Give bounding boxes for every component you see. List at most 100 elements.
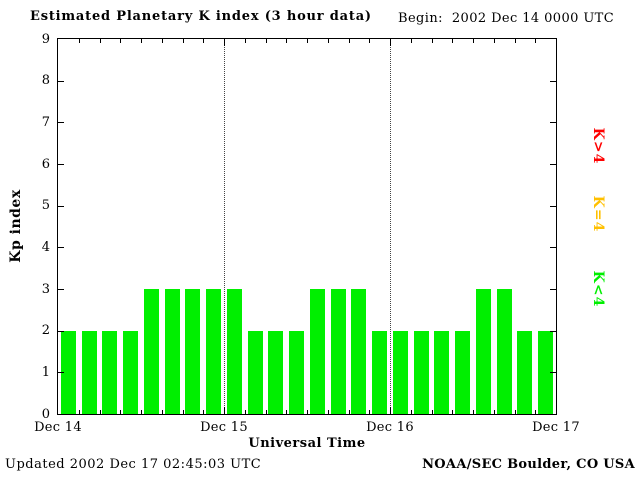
y-axis-tick (550, 205, 556, 207)
kp-bar (289, 330, 305, 414)
x-axis-minor-tick (78, 410, 80, 414)
x-axis-minor-tick (203, 39, 205, 43)
x-axis-major-tick (390, 407, 391, 414)
x-tick-label: Dec 15 (200, 420, 248, 435)
legend-label: K<4 (590, 270, 606, 308)
kp-bar (372, 330, 388, 414)
x-axis-minor-tick (120, 39, 122, 43)
kp-bar (413, 330, 429, 414)
x-axis-minor-tick (327, 39, 329, 43)
x-axis-minor-tick (182, 410, 184, 414)
x-axis-minor-tick (369, 39, 371, 43)
x-axis-minor-tick (535, 410, 537, 414)
y-tick-label: 5 (41, 198, 50, 214)
y-axis-tick (550, 289, 556, 290)
kp-bar (455, 330, 471, 414)
y-axis-tick (550, 247, 556, 249)
x-axis-minor-tick (431, 39, 433, 43)
y-tick-label: 2 (41, 323, 50, 339)
kp-bar (351, 289, 367, 414)
y-axis-tick (58, 122, 64, 124)
kp-bar (392, 330, 408, 414)
y-axis-tick (58, 247, 64, 249)
kp-bar (247, 330, 263, 414)
x-axis-minor-tick (286, 410, 288, 414)
kp-bar (60, 330, 76, 414)
y-axis-tick (58, 289, 64, 290)
x-axis-minor-tick (473, 410, 474, 414)
x-axis-minor-tick (452, 39, 454, 43)
x-axis-minor-tick (244, 410, 246, 414)
kp-bar (517, 330, 533, 414)
kp-bar (185, 289, 201, 414)
begin-label: Begin: (398, 11, 443, 26)
y-tick-label: 0 (41, 406, 50, 422)
x-axis-minor-tick (493, 410, 495, 414)
x-axis-minor-tick (307, 410, 308, 414)
x-tick-label: Dec 17 (532, 420, 580, 435)
x-axis-minor-tick (265, 39, 267, 43)
begin-timestamp: Begin: 2002 Dec 14 0000 UTC (398, 11, 614, 26)
kp-bar (434, 330, 450, 414)
y-axis-tick (58, 372, 64, 374)
x-axis-minor-tick (348, 39, 350, 43)
kp-bar (330, 289, 346, 414)
y-tick-label: 6 (41, 156, 50, 172)
day-gridline (224, 39, 225, 414)
y-axis-title: Kp index (8, 189, 24, 263)
y-axis-tick (58, 205, 64, 207)
x-axis-major-tick (390, 39, 391, 46)
x-axis-minor-tick (514, 410, 516, 414)
y-axis-tick (550, 330, 556, 332)
kp-bar (143, 289, 159, 414)
x-axis-minor-tick (141, 39, 142, 43)
y-axis-tick (58, 330, 64, 332)
x-axis-minor-tick (141, 410, 142, 414)
kp-bar (81, 330, 97, 414)
kp-bar (226, 289, 242, 414)
y-tick-label: 4 (41, 239, 50, 255)
x-axis-minor-tick (535, 39, 537, 43)
updated-timestamp: Updated 2002 Dec 17 02:45:03 UTC (5, 457, 262, 472)
kp-bar (102, 330, 118, 414)
kp-bar (538, 330, 554, 414)
kp-bar (268, 330, 284, 414)
x-axis-minor-tick (431, 410, 433, 414)
x-axis-minor-tick (265, 410, 267, 414)
x-axis-minor-tick (182, 39, 184, 43)
kp-bar (123, 330, 139, 414)
chart-title: Estimated Planetary K index (3 hour data… (30, 9, 372, 24)
x-axis-minor-tick (410, 410, 412, 414)
kp-bar (496, 289, 512, 414)
x-axis-minor-tick (493, 39, 495, 43)
kp-bar (309, 289, 325, 414)
y-axis-tick (550, 80, 556, 82)
y-tick-label: 9 (41, 31, 50, 47)
kp-bar (164, 289, 180, 414)
credit-text: NOAA/SEC Boulder, CO USA (422, 457, 635, 472)
x-axis-minor-tick (244, 39, 246, 43)
kp-bar (475, 289, 491, 414)
x-axis-minor-tick (514, 39, 516, 43)
x-axis-major-tick (224, 39, 225, 46)
x-axis-minor-tick (78, 39, 80, 43)
y-axis-tick (58, 164, 64, 165)
x-axis-title: Universal Time (248, 436, 366, 451)
x-tick-label: Dec 16 (366, 420, 414, 435)
y-axis-tick (550, 164, 556, 165)
kp-bar (206, 289, 222, 414)
x-axis-minor-tick (348, 410, 350, 414)
x-axis-minor-tick (410, 39, 412, 43)
x-axis-minor-tick (286, 39, 288, 43)
x-axis-minor-tick (203, 410, 205, 414)
y-tick-label: 7 (41, 114, 50, 130)
y-tick-label: 8 (41, 73, 50, 89)
x-axis-minor-tick (120, 410, 122, 414)
x-axis-major-tick (224, 407, 225, 414)
legend-label: K=4 (590, 195, 606, 233)
plot-area (57, 38, 557, 415)
x-axis-minor-tick (99, 410, 101, 414)
x-axis-minor-tick (307, 39, 308, 43)
x-axis-minor-tick (161, 39, 163, 43)
